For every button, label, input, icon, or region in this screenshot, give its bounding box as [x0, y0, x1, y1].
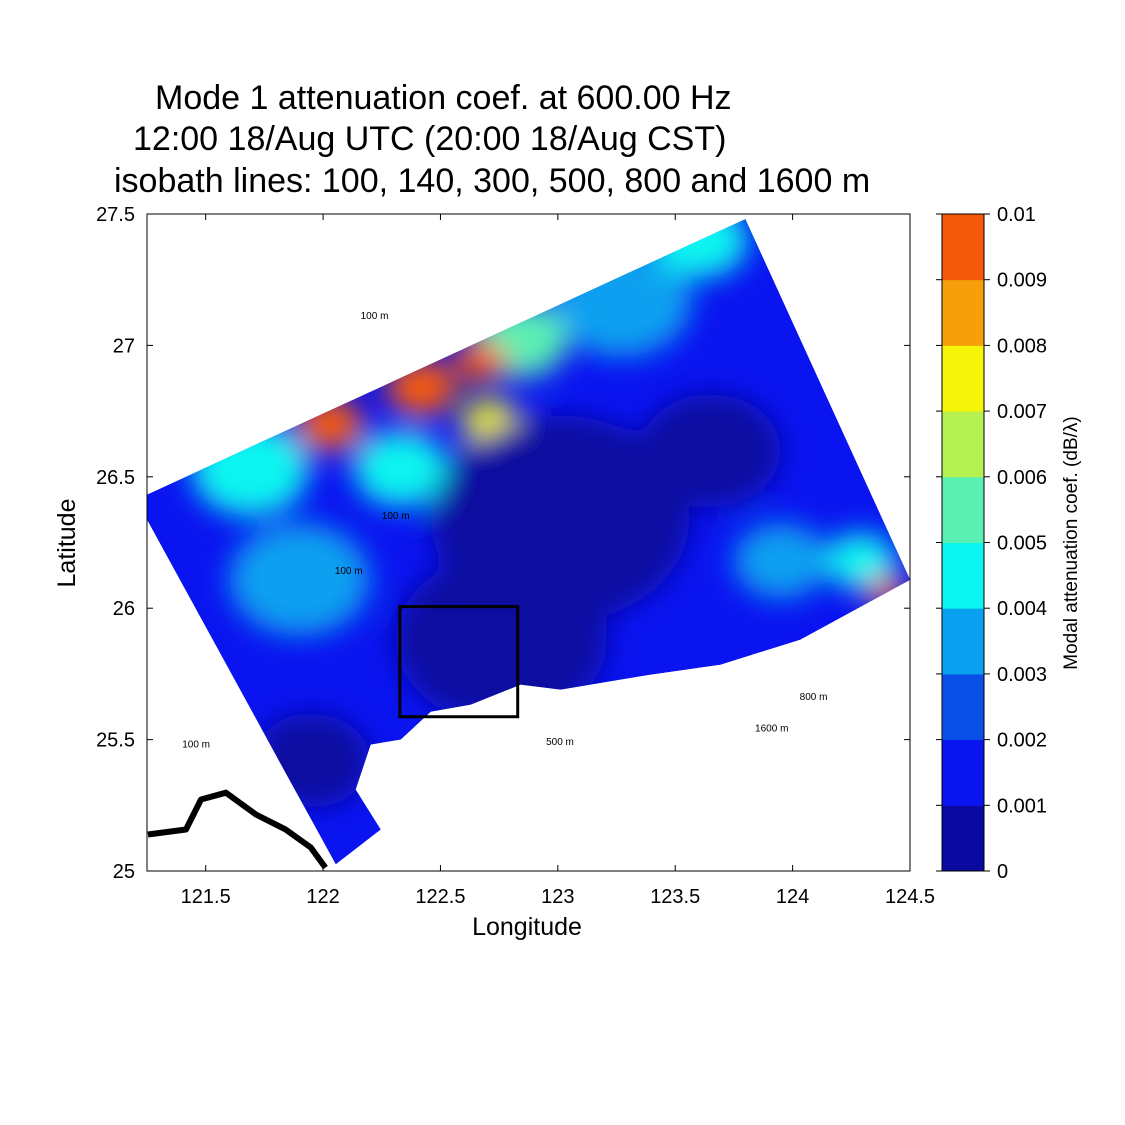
- y-tick-label: 27.5: [96, 204, 135, 226]
- field-patch: [825, 532, 896, 590]
- field-patch: [867, 577, 906, 608]
- colorbar-tick-label: 0: [997, 861, 1008, 883]
- colorbar-bin: [942, 279, 984, 346]
- colorbar-tick-label: 0.01: [997, 204, 1036, 226]
- x-tick-label: 124: [776, 886, 809, 908]
- x-tick-label: 123.5: [650, 886, 700, 908]
- x-tick-label: 124.5: [885, 886, 935, 908]
- colorbar-tick-label: 0.005: [997, 533, 1047, 555]
- field-patch: [297, 397, 363, 451]
- y-tick-label: 27: [113, 335, 135, 357]
- y-tick-label: 25.5: [96, 730, 135, 752]
- field-patches: [191, 218, 906, 808]
- isobath-label: 100 m: [182, 739, 210, 750]
- colorbar-tick-label: 0.002: [997, 730, 1047, 752]
- colorbar-bin: [942, 739, 984, 806]
- attenuation-field: [147, 218, 910, 865]
- field-patch: [733, 523, 828, 599]
- isobath-label: 1600 m: [755, 724, 788, 735]
- isobath-label: 800 m: [800, 692, 828, 703]
- colorbar: 0 0.001 0.002 0.003 0.004 0.005 0.006 0.007 0.00…: [936, 204, 1047, 883]
- x-axis-label: Longitude: [472, 913, 582, 941]
- field-patch: [353, 431, 448, 507]
- chart-title-line-3: isobath lines: 100, 140, 300, 500, 800 a…: [114, 162, 871, 200]
- isobath-label: 100 m: [382, 511, 410, 522]
- study-area-box: [398, 605, 520, 719]
- field-patch: [191, 421, 309, 516]
- isobath-label: 500 m: [546, 737, 574, 748]
- field-patch: [229, 522, 371, 636]
- field-patch: [454, 340, 507, 382]
- colorbar-bin: [942, 542, 984, 609]
- plot-frame: [146, 213, 911, 872]
- colorbar-bin: [942, 345, 984, 412]
- field-patch: [252, 713, 371, 808]
- colorbar-tick-label: 0.007: [997, 401, 1047, 423]
- colorbar-tick-label: 0.008: [997, 335, 1047, 357]
- isobath-label: 100 m: [335, 566, 363, 577]
- colorbar-tick-label: 0.006: [997, 467, 1047, 489]
- x-tick-label: 121.5: [181, 886, 231, 908]
- colorbar-tick-label: 0.009: [997, 270, 1047, 292]
- field-patch: [395, 555, 608, 725]
- y-tick-label: 26: [113, 598, 135, 620]
- colorbar-bin: [942, 411, 984, 478]
- isobath-label: 100 m: [361, 311, 389, 322]
- x-tick-label: 122: [306, 886, 339, 908]
- colorbar-bin: [942, 673, 984, 741]
- colorbar-tick-label: 0.001: [997, 795, 1047, 817]
- colorbar-tick-label: 0.003: [997, 664, 1047, 686]
- colorbar-bin: [942, 214, 984, 281]
- x-tick-label: 122.5: [415, 886, 465, 908]
- colorbar-bin: [942, 608, 984, 675]
- field-patch: [386, 359, 457, 416]
- chart-title-line-1: Mode 1 attenuation coef. at 600.00 Hz: [155, 79, 732, 117]
- coastline: [147, 789, 328, 870]
- x-tick-label: 123: [541, 886, 574, 908]
- y-tick-label: 26.5: [96, 467, 135, 489]
- y-axis-label: Latitude: [53, 499, 81, 588]
- y-tick-label: 25: [113, 861, 135, 883]
- colorbar-bin: [942, 476, 984, 543]
- colorbar-label: Modal attenuation coef. (dB/λ): [1061, 416, 1082, 669]
- colorbar-bin: [942, 805, 984, 872]
- field-patch: [640, 394, 781, 507]
- chart-title-line-2: 12:00 18/Aug UTC (20:00 18/Aug CST): [133, 120, 727, 158]
- colorbar-tick-label: 0.004: [997, 598, 1047, 620]
